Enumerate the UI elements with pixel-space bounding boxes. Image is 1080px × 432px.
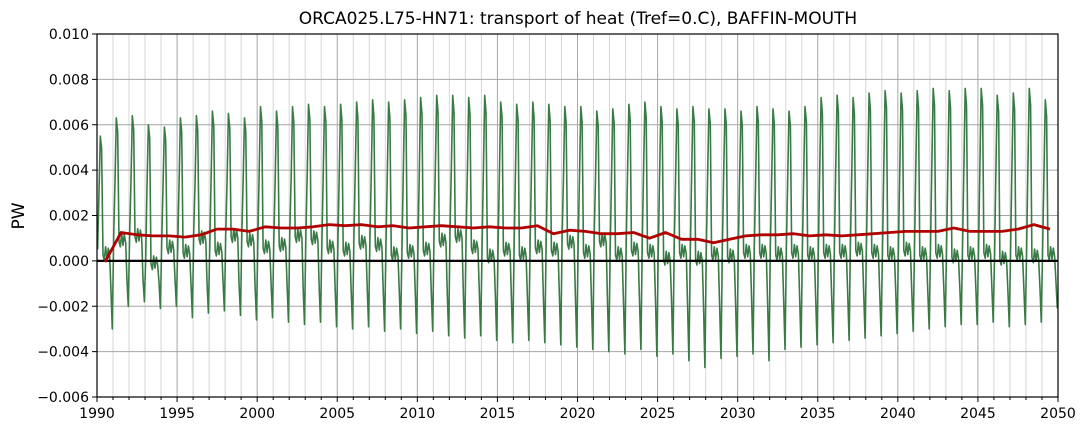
y-tick-label: 0.010 — [49, 27, 89, 43]
x-tick-label: 2040 — [880, 406, 916, 422]
y-tick-label: 0.008 — [49, 72, 89, 88]
x-tick-label: 2015 — [480, 406, 516, 422]
y-tick-label: −0.006 — [37, 390, 89, 406]
x-tick-label: 2020 — [560, 406, 596, 422]
y-tick-label: −0.004 — [37, 345, 89, 361]
monthly-series-line — [96, 87, 1059, 369]
plot-area — [96, 87, 1059, 369]
x-tick-label: 2045 — [960, 406, 996, 422]
x-axis-ticks: 1990 1995 2000 2005 2010 2015 2020 2025 2030 2035… — [79, 397, 1076, 422]
plot-frame — [96, 33, 1059, 398]
y-axis-ticks: −0.006 −0.004 −0.002 0.000 0.002 0.004 0.006 0.… — [37, 27, 97, 406]
y-tick-label: −0.002 — [37, 299, 89, 315]
x-tick-label: 2010 — [400, 406, 436, 422]
y-tick-label: 0.006 — [49, 118, 89, 134]
x-tick-label: 1995 — [159, 406, 195, 422]
annual-mean-series-line — [103, 223, 1051, 263]
y-tick-label: 0.000 — [49, 254, 89, 270]
y-tick-label: 0.004 — [49, 163, 89, 179]
x-tick-label: 2025 — [640, 406, 676, 422]
x-tick-label: 2030 — [720, 406, 756, 422]
x-tick-label: 2005 — [319, 406, 355, 422]
x-tick-label: 1990 — [79, 406, 115, 422]
y-tick-label: 0.002 — [49, 209, 89, 225]
y-axis-label: PW — [9, 202, 29, 229]
chart-title: ORCA025.L75-HN71: transport of heat (Tre… — [299, 9, 857, 29]
x-tick-label: 2000 — [239, 406, 275, 422]
x-tick-label: 2050 — [1040, 406, 1076, 422]
x-tick-label: 2035 — [800, 406, 836, 422]
